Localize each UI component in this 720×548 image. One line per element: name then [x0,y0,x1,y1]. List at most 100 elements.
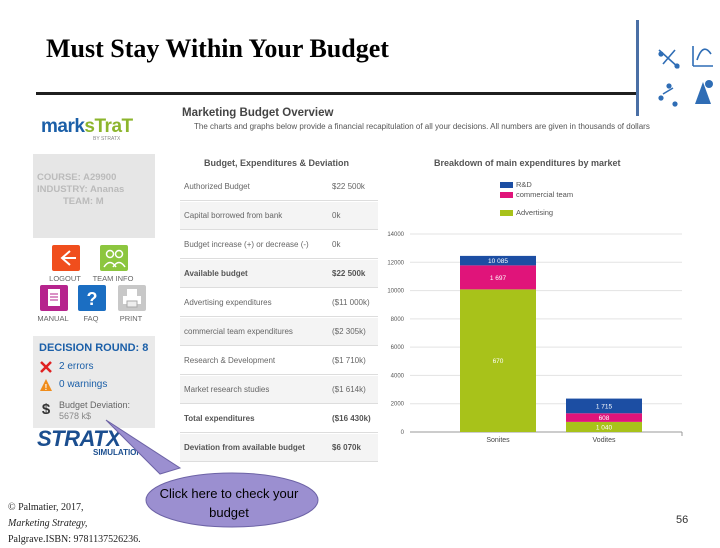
faq-icon: ? [78,285,106,311]
table-row: commercial team expenditures ($2 305k) [180,318,378,346]
bar-data-label: 1 040 [596,424,613,431]
table-row: Available budget $22 500k [180,260,378,288]
bar-segment [566,398,642,414]
row-label: Available budget [184,269,248,278]
warnings-count[interactable]: 0 warnings [59,379,108,390]
citation-line-3: Palgrave.ISBN: 9781137526236. [8,534,141,545]
print-label: PRINT [119,314,143,323]
legend-label-rnd: R&D [516,180,532,189]
svg-text:$: $ [42,401,51,414]
row-value: $22 500k [332,269,366,278]
y-tick-label: 2000 [391,402,405,408]
y-tick-label: 10000 [387,289,404,295]
legend-commercial: commercial team [500,190,573,199]
expenditure-chart: 0 2000 4000 6000 8000 10000 12000 14000 670 1 697… [387,232,683,444]
y-tick-label: 14000 [387,232,404,238]
logout-button[interactable] [51,244,81,272]
overview-description: The charts and graphs below provide a fi… [194,122,650,131]
bar-segment [460,265,536,290]
print-icon [118,285,146,311]
logout-icon [52,245,80,271]
bar-data-label: 670 [493,358,504,365]
slide-title: Must Stay Within Your Budget [46,34,389,63]
bar-segment [566,413,642,422]
bar-data-label: 1 715 [596,403,613,410]
bar-segment [460,289,536,432]
table-row: Capital borrowed from bank 0k [180,202,378,230]
manual-icon [40,285,68,311]
budget-deviation-label[interactable]: Budget Deviation: [59,400,131,410]
legend-swatch-advertising [500,210,513,217]
markstrat-logo: marksTraT BY STRATX [33,104,155,150]
logo-subtitle: BY STRATX [93,136,121,142]
decision-round-title: DECISION ROUND: 8 [39,342,149,354]
stratx-logo-sub: SIMULATIONS [93,448,148,457]
legend-advertising: Advertising [500,208,553,217]
page-number: 56 [676,514,689,526]
table-row: Deviation from available budget $6 070k [180,434,378,462]
legend-swatch-rnd [500,182,513,189]
citation: © Palmatier, 2017, Marketing Strategy, P… [8,500,141,548]
bar-data-label: 608 [599,415,610,422]
table-row: Budget increase (+) or decrease (-) 0k [180,231,378,259]
row-value: $22 500k [332,182,365,191]
chart-title: Breakdown of main expenditures by market [434,158,621,168]
row-value: 0k [332,211,341,220]
title-rule [36,92,636,95]
callout-bubble [145,472,319,528]
svg-text:!: ! [45,383,48,392]
row-value: ($2 305k) [332,327,366,336]
y-tick-label: 0 [401,430,405,436]
table-row: Authorized Budget $22 500k [180,173,378,201]
manual-button[interactable] [39,284,69,312]
team-info-label: TEAM INFO [92,274,134,283]
bar-segment [460,255,536,266]
x-tick-label: Sonites [486,437,510,444]
row-label: commercial team expenditures [184,327,293,336]
row-value: ($16 430k) [332,414,371,423]
corner-decoration [636,20,720,116]
row-value: ($11 000k) [332,298,370,307]
citation-line-1: © Palmatier, 2017, [8,502,84,513]
row-label: Advertising expenditures [184,298,272,307]
warning-icon: ! [40,379,52,392]
budget-deviation-value: 5678 k$ [59,411,92,421]
team-info-button[interactable] [99,244,129,272]
table-row: Research & Development ($1 710k) [180,347,378,375]
row-label: Budget increase (+) or decrease (-) [184,240,309,249]
course-label: COURSE: A29900 [37,172,117,183]
svg-text:?: ? [87,289,98,309]
bar-segment [566,421,642,432]
x-tick-label: Vodites [593,437,616,444]
callout-text: Click here to check your budget [159,486,299,520]
overview-title: Marketing Budget Overview [182,107,334,119]
team-label: TEAM: M [63,196,104,207]
table-row: Total expenditures ($16 430k) [180,405,378,433]
stratx-logo: STRATX [37,426,121,451]
logo-text-a: mark [41,116,85,137]
faq-label: FAQ [83,314,99,323]
legend-swatch-commercial [500,192,513,199]
citation-line-2: Marketing Strategy, [8,518,88,529]
logout-label: LOGOUT [49,274,81,283]
dollar-icon: $ [42,401,51,414]
row-value: ($1 710k) [332,356,366,365]
row-value: ($1 614k) [332,385,366,394]
y-tick-label: 4000 [391,373,405,379]
manual-label: MANUAL [37,314,69,323]
y-tick-label: 12000 [387,260,404,266]
y-tick-label: 6000 [391,345,405,351]
legend-rnd: R&D [500,180,532,189]
table-title: Budget, Expenditures & Deviation [204,158,350,168]
faq-button[interactable]: ? [77,284,107,312]
row-value: 0k [332,240,341,249]
errors-count[interactable]: 2 errors [59,361,94,372]
callout-pointer [105,419,182,475]
y-tick-label: 8000 [391,317,405,323]
table-row: Market research studies ($1 614k) [180,376,378,404]
logo-text-b: sTraT [84,116,133,137]
industry-label: INDUSTRY: Ananas [37,184,125,195]
row-label: Authorized Budget [184,182,250,191]
legend-label-advertising: Advertising [516,208,554,217]
print-button[interactable] [117,284,147,312]
